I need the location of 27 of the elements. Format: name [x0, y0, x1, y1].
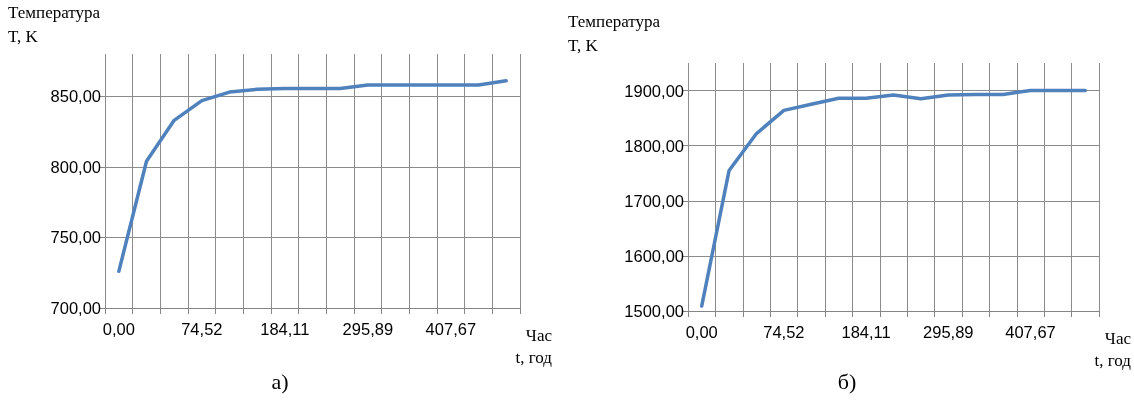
- text: а): [271, 368, 289, 394]
- x-tick-label: 407,67: [1005, 322, 1056, 341]
- y-tick-label: 750,00: [50, 228, 101, 247]
- x-tick-label: 295,89: [923, 322, 974, 341]
- y-tick-label: 1800,00: [624, 136, 684, 155]
- x-tick-label: 0,00: [102, 319, 135, 338]
- x-tick-label: 74,52: [763, 322, 805, 341]
- x-tick-label: 184,11: [841, 322, 891, 341]
- x-axis-title: Час t, год: [515, 325, 553, 367]
- y-tick-label: 700,00: [50, 299, 101, 317]
- x-tick-label: 295,89: [342, 319, 394, 338]
- y-axis-title: Температура T, K: [568, 11, 661, 55]
- line-series: [117, 79, 508, 274]
- x-axis-title: Час t, год: [1094, 328, 1132, 370]
- x-tick-label: 184,11: [260, 319, 310, 338]
- text: б): [837, 368, 857, 394]
- y-tick-label: 1500,00: [624, 302, 684, 320]
- x-tick-label: 407,67: [425, 319, 477, 338]
- y-tick-label: 1600,00: [624, 246, 684, 265]
- y-tick-label: 800,00: [50, 157, 101, 176]
- line-series: [699, 88, 1088, 308]
- y-axis-title: Температура T, K: [8, 2, 101, 46]
- x-tick-label: 0,00: [685, 322, 718, 341]
- y-tick-label: 1900,00: [624, 81, 684, 100]
- x-tick-label: 74,52: [181, 319, 223, 338]
- y-tick-label: 850,00: [50, 87, 101, 106]
- y-tick-label: 1700,00: [624, 191, 684, 210]
